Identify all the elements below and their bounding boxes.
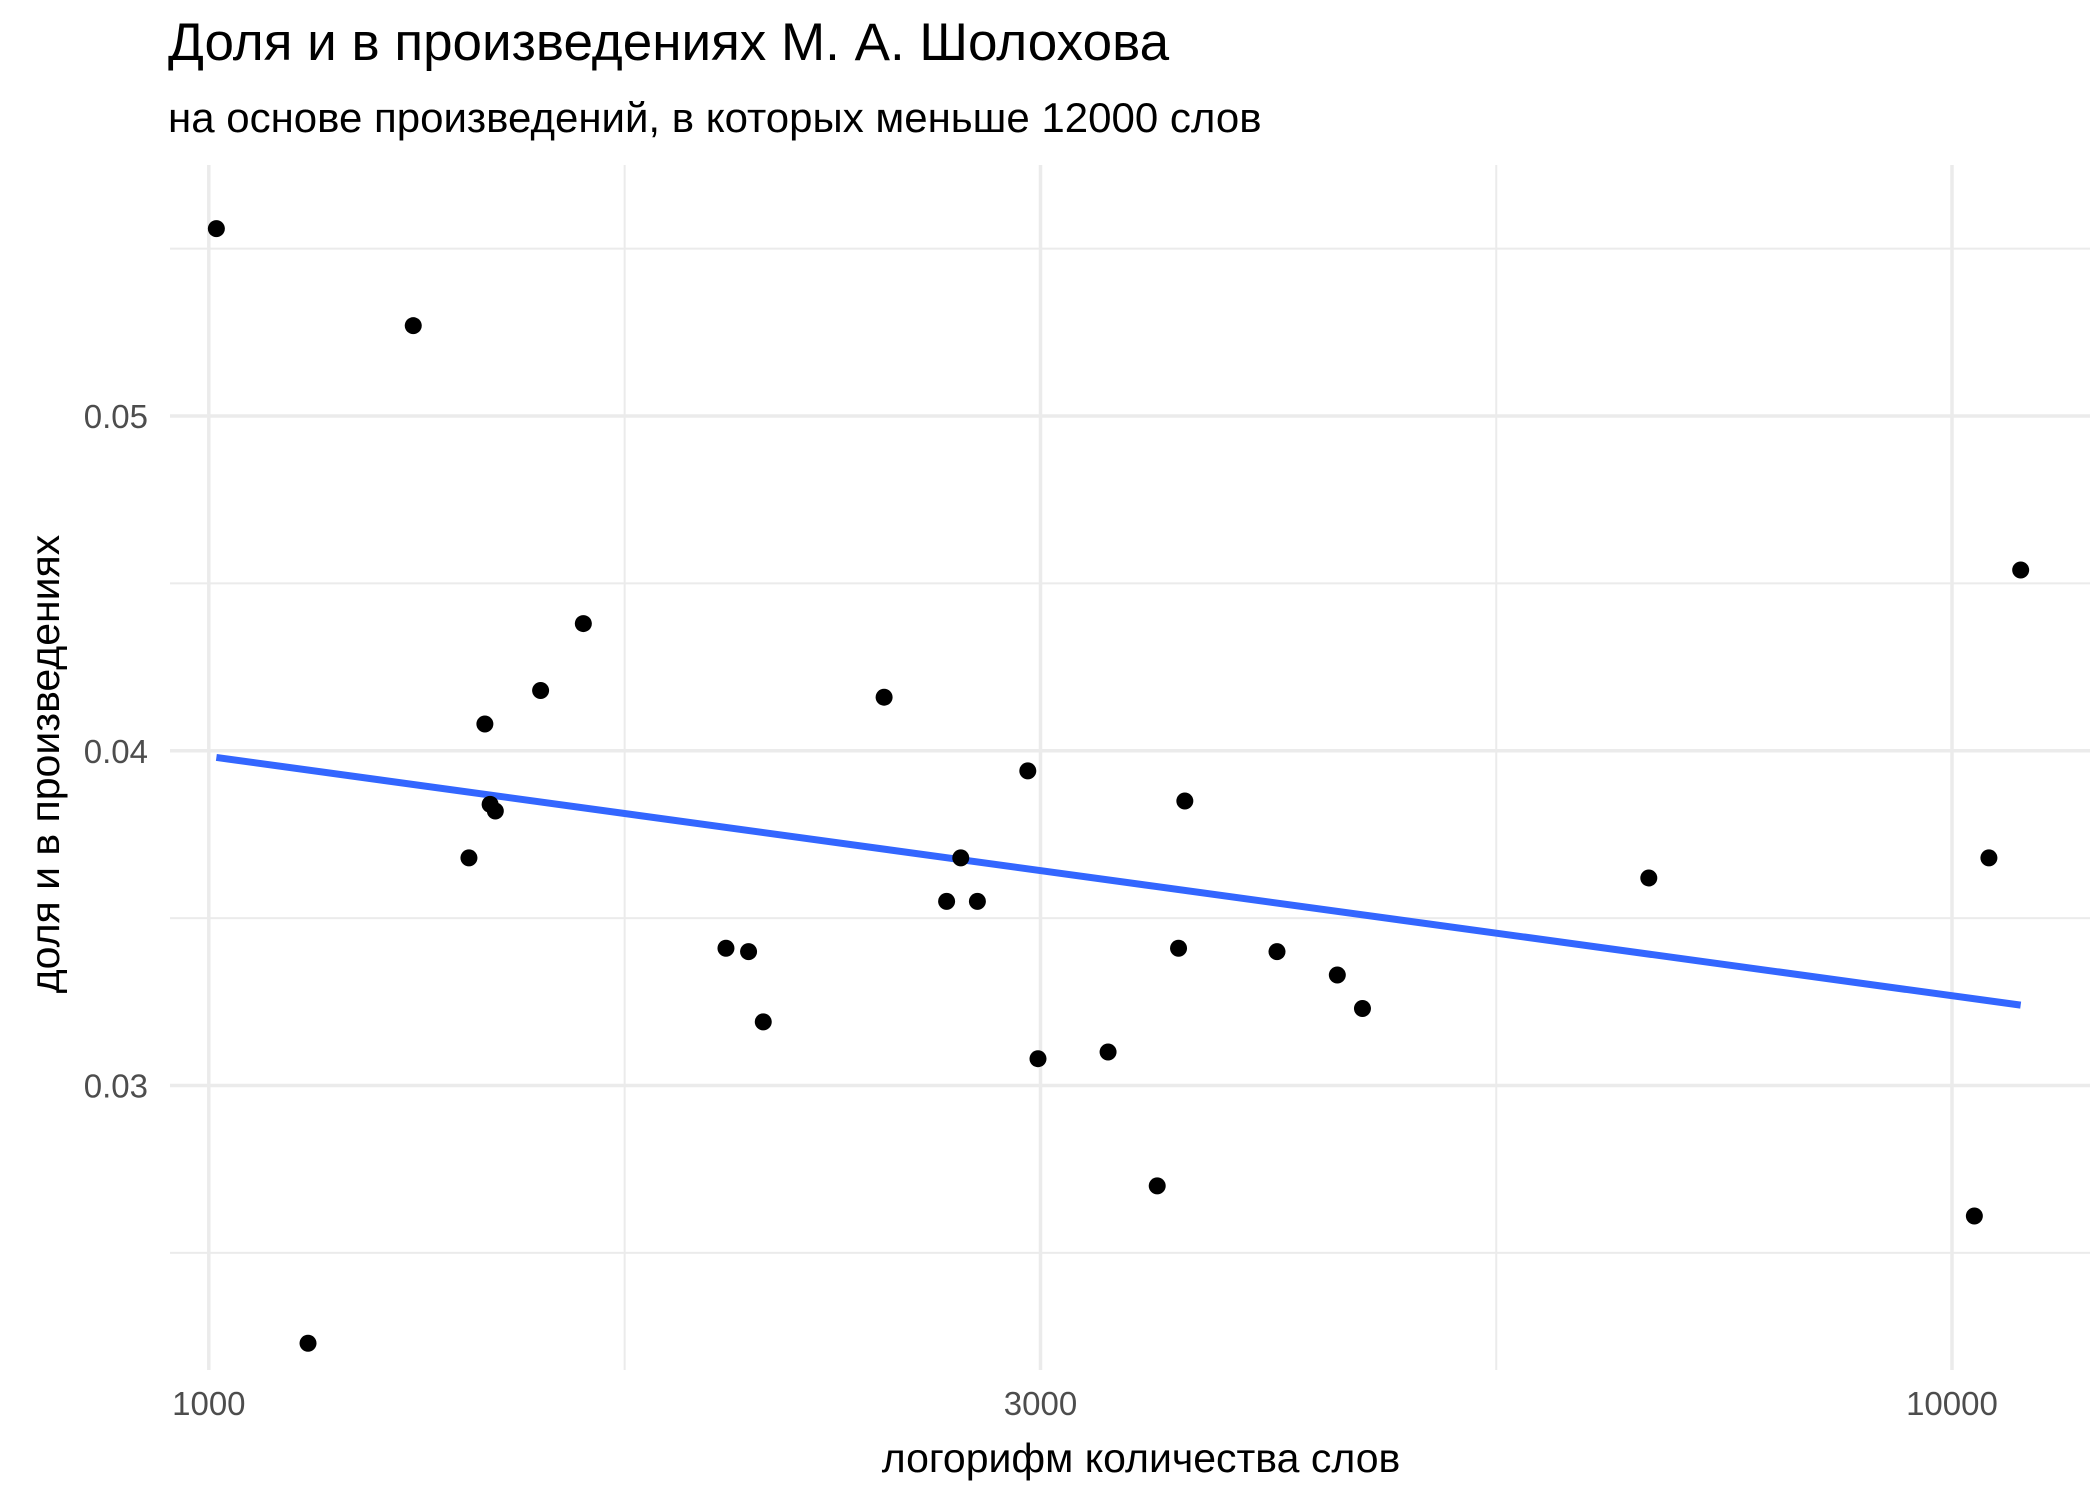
- y-tick-label: 0.04: [84, 733, 148, 770]
- y-axis-tick-labels: 0.03 0.04 0.05: [84, 398, 148, 1104]
- trend-line: [215, 753, 2022, 1009]
- data-point: [460, 849, 478, 867]
- data-point: [1328, 966, 1346, 984]
- trend-line-layer: [215, 753, 2022, 1009]
- data-point: [404, 317, 422, 335]
- data-point: [875, 688, 893, 706]
- grid-lines: [170, 165, 2090, 1370]
- data-point: [2012, 561, 2030, 579]
- data-point: [1176, 792, 1194, 810]
- x-axis-title: логорифм количества слов: [882, 1435, 1401, 1481]
- x-axis-tick-labels: 1000 3000 10000: [172, 1385, 1998, 1422]
- data-point: [952, 849, 970, 867]
- data-point: [1148, 1177, 1166, 1195]
- chart-subtitle: на основе произведений, в которых меньше…: [168, 94, 1262, 141]
- data-point: [476, 715, 494, 733]
- data-point: [1029, 1050, 1047, 1068]
- y-tick-label: 0.03: [84, 1067, 148, 1104]
- data-point: [754, 1013, 772, 1031]
- data-point: [574, 615, 592, 633]
- y-tick-label: 0.05: [84, 398, 148, 435]
- data-point: [1640, 869, 1658, 887]
- x-tick-label: 3000: [1004, 1385, 1077, 1422]
- data-points: [207, 220, 2030, 1352]
- data-point: [1965, 1207, 1983, 1225]
- data-point: [1170, 939, 1188, 957]
- data-point: [532, 682, 550, 700]
- data-point: [717, 939, 735, 957]
- y-axis-title: доля и в произведениях: [22, 534, 68, 993]
- data-point: [968, 892, 986, 910]
- data-point: [1268, 943, 1286, 961]
- data-point: [1099, 1043, 1117, 1061]
- chart-title: Доля и в произведениях М. А. Шолохова: [168, 13, 1170, 72]
- x-tick-label: 1000: [172, 1385, 245, 1422]
- data-point: [1980, 849, 1998, 867]
- data-point: [1353, 1000, 1371, 1017]
- data-point: [1019, 762, 1037, 780]
- data-point: [207, 220, 225, 238]
- data-point: [740, 943, 758, 961]
- data-point: [938, 892, 956, 910]
- x-tick-label: 10000: [1906, 1385, 1998, 1422]
- data-point: [299, 1334, 317, 1352]
- data-point: [486, 802, 504, 820]
